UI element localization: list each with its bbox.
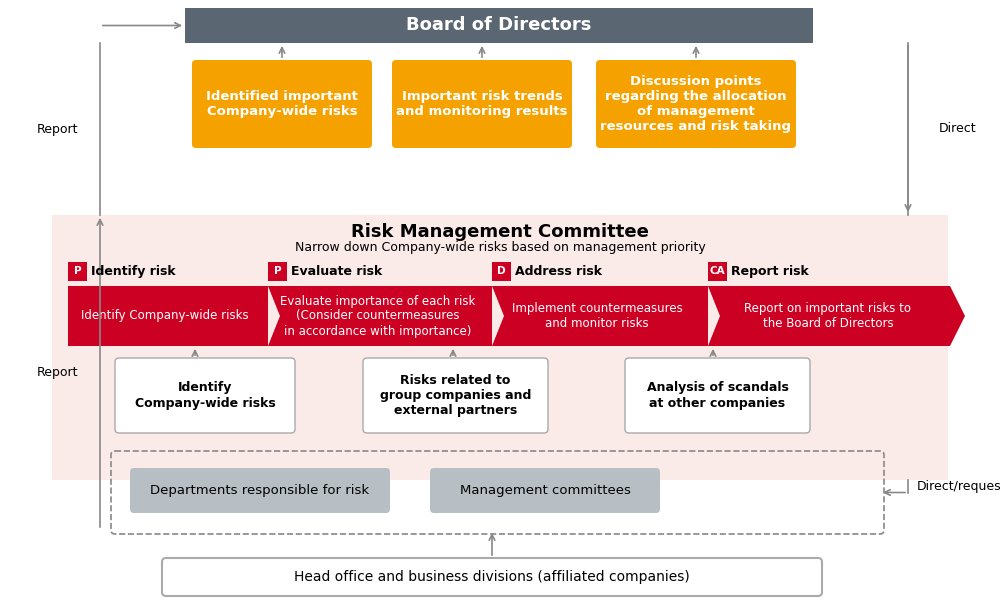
Text: P: P (274, 266, 281, 276)
Text: Narrow down Company-wide risks based on management priority: Narrow down Company-wide risks based on … (295, 241, 705, 255)
Text: Risk Management Committee: Risk Management Committee (351, 223, 649, 241)
Text: Report risk: Report risk (731, 265, 809, 278)
Bar (68, 286, 950, 346)
Polygon shape (950, 286, 965, 346)
Text: P: P (74, 266, 81, 276)
Bar (492, 262, 511, 281)
Bar (268, 262, 287, 281)
FancyBboxPatch shape (115, 358, 295, 433)
Bar (68, 262, 87, 281)
Text: D: D (497, 266, 506, 276)
Polygon shape (492, 286, 504, 346)
Text: Address risk: Address risk (515, 265, 602, 278)
Bar (52, 215, 948, 480)
Text: Important risk trends
and monitoring results: Important risk trends and monitoring res… (396, 90, 568, 118)
FancyBboxPatch shape (130, 468, 390, 513)
Text: Head office and business divisions (affiliated companies): Head office and business divisions (affi… (294, 570, 690, 584)
Text: Analysis of scandals
at other companies: Analysis of scandals at other companies (647, 382, 788, 410)
Text: Board of Directors: Board of Directors (406, 16, 592, 34)
Text: Direct/request: Direct/request (917, 480, 1000, 492)
Text: Identified important
Company-wide risks: Identified important Company-wide risks (206, 90, 358, 118)
FancyBboxPatch shape (162, 558, 822, 596)
Bar (708, 262, 727, 281)
FancyBboxPatch shape (363, 358, 548, 433)
Text: Evaluate risk: Evaluate risk (291, 265, 382, 278)
Text: Management committees: Management committees (460, 484, 630, 497)
Text: Identify risk: Identify risk (91, 265, 176, 278)
FancyBboxPatch shape (430, 468, 660, 513)
Text: Identify Company-wide risks: Identify Company-wide risks (81, 310, 249, 322)
FancyBboxPatch shape (625, 358, 810, 433)
Text: Report on important risks to
the Board of Directors: Report on important risks to the Board o… (744, 302, 912, 330)
FancyBboxPatch shape (596, 60, 796, 148)
Text: Report: Report (37, 122, 79, 136)
Text: Departments responsible for risk: Departments responsible for risk (150, 484, 370, 497)
Text: Implement countermeasures
and monitor risks: Implement countermeasures and monitor ri… (512, 302, 682, 330)
Text: Discussion points
regarding the allocation
of management
resources and risk taki: Discussion points regarding the allocati… (600, 75, 792, 133)
Text: Risks related to
group companies and
external partners: Risks related to group companies and ext… (380, 374, 531, 417)
Text: Identify
Company-wide risks: Identify Company-wide risks (135, 382, 275, 410)
Text: Evaluate importance of each risk
(Consider countermeasures
in accordance with im: Evaluate importance of each risk (Consid… (280, 295, 476, 338)
Polygon shape (268, 286, 280, 346)
FancyBboxPatch shape (192, 60, 372, 148)
Bar (185, 8, 813, 43)
Text: Direct: Direct (939, 122, 977, 136)
Text: Report: Report (37, 366, 79, 379)
FancyBboxPatch shape (392, 60, 572, 148)
Polygon shape (708, 286, 720, 346)
Text: CA: CA (710, 266, 725, 276)
